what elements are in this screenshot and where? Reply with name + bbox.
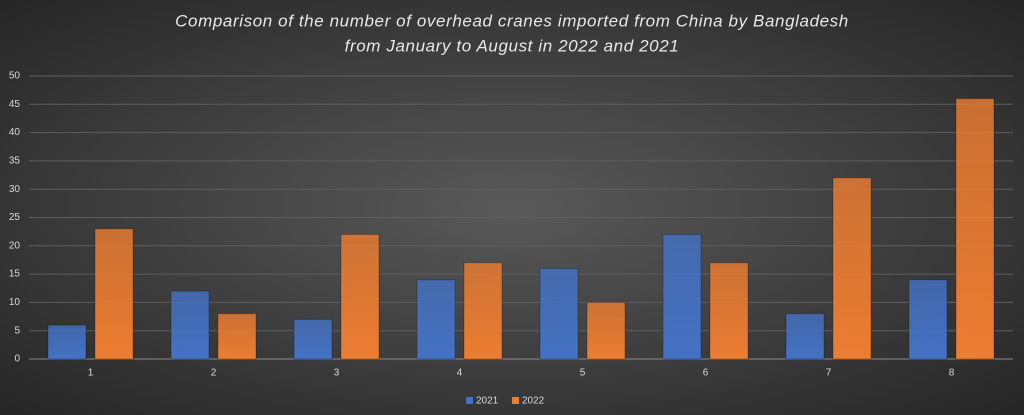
x-tick-label: 7 (826, 368, 832, 379)
x-tick-label: 8 (949, 368, 955, 379)
bar (47, 324, 87, 360)
legend-swatch (466, 397, 473, 404)
bar (832, 177, 872, 360)
y-tick-label: 50 (9, 71, 21, 82)
y-tick-label: 45 (9, 99, 21, 110)
bar (94, 228, 134, 360)
legend-swatch (512, 397, 519, 404)
y-tick-label: 30 (9, 184, 21, 195)
bar (908, 279, 948, 360)
y-tick-label: 0 (14, 354, 20, 365)
bar (416, 279, 456, 360)
x-tick-label: 5 (580, 368, 586, 379)
y-tick-label: 35 (9, 156, 21, 167)
chart-title: from January to August in 2022 and 2021 (345, 36, 680, 55)
x-tick-label: 6 (703, 368, 709, 379)
legend-label: 2022 (522, 396, 545, 407)
x-tick-label: 2 (211, 368, 217, 379)
bar (463, 262, 503, 360)
bar (293, 318, 333, 360)
y-tick-label: 10 (9, 297, 21, 308)
bar (785, 313, 825, 360)
bar (539, 267, 579, 360)
bar (217, 313, 257, 360)
y-tick-label: 15 (9, 269, 21, 280)
y-tick-label: 25 (9, 212, 21, 223)
bar (709, 262, 749, 360)
chart-title: Comparison of the number of overhead cra… (175, 11, 849, 30)
bar (340, 233, 380, 360)
bar (662, 233, 702, 360)
bar (170, 290, 210, 360)
y-tick-label: 5 (14, 325, 20, 336)
y-tick-label: 40 (9, 127, 21, 138)
x-tick-label: 3 (334, 368, 340, 379)
bar (955, 98, 995, 360)
x-tick-label: 4 (457, 368, 463, 379)
bar (586, 301, 626, 360)
legend-label: 2021 (476, 396, 499, 407)
y-tick-label: 20 (9, 240, 21, 251)
x-tick-label: 1 (88, 368, 94, 379)
